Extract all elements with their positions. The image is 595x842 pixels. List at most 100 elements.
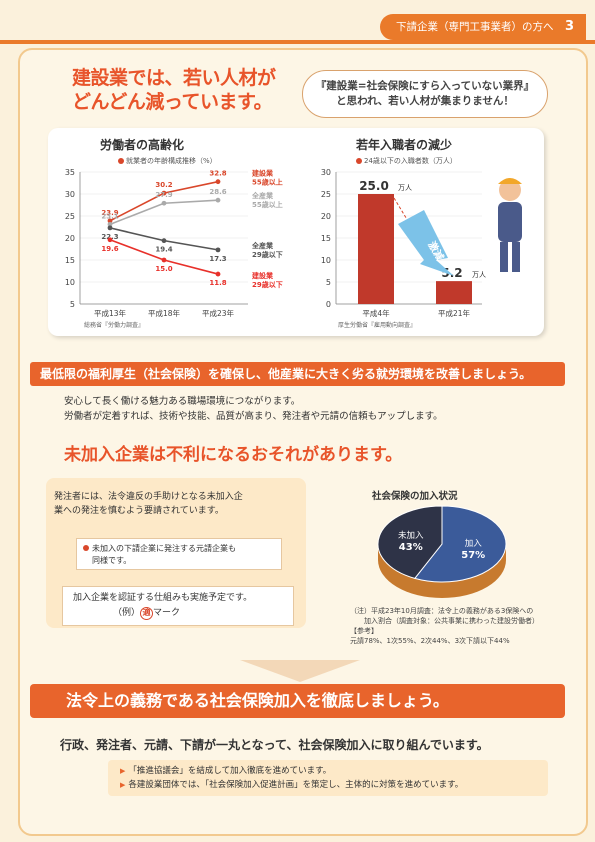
worker-head-icon [499, 179, 521, 201]
data-label: 15.0 [155, 265, 172, 273]
list-item: ▶ 「推進協議会」を結成して加入徹底を進めています。 [120, 766, 332, 776]
x-tick-label: 平成13年 [94, 308, 127, 318]
y-tick-label: 15 [321, 234, 331, 243]
section2-heading: 未加入企業は不利になるおそれがあります。 [64, 445, 403, 465]
y-tick-label: 25 [321, 190, 331, 199]
y-tick-label: 30 [65, 190, 75, 199]
banner-enforce: 法令上の義務である社会保険加入を徹底しましょう。 [30, 684, 565, 718]
pie-slice-label: 加入 [465, 538, 483, 549]
notice-line2: 業への発注を慎むよう要請されています。 [54, 506, 224, 516]
bar [436, 281, 472, 304]
bar-unit-label: 万人 [472, 271, 486, 279]
data-point [215, 247, 221, 253]
certification-box: 加入企業を認証する仕組みも実施予定です。 （例）適マーク [62, 586, 294, 626]
pie-note-line4: 元請78%、1次55%、2次44%、3次下請以下44% [350, 637, 510, 645]
data-label: 17.3 [209, 255, 226, 263]
data-label: 27.9 [155, 191, 172, 199]
data-label: 23.9 [101, 209, 118, 217]
data-label: 22.3 [101, 233, 118, 241]
data-point [161, 257, 167, 263]
speech-bubble: 『建設業=社会保険にすら入っていない業界』 と思われ、若い人材が集まりません！ [302, 70, 548, 118]
series-end-label: 建設業 [252, 271, 274, 280]
x-tick-label: 平成23年 [202, 308, 235, 318]
series-end-label: 55歳以上 [252, 178, 283, 187]
series-end-label: 全産業 [251, 241, 274, 250]
pie-chart-title: 社会保険の加入状況 [372, 491, 458, 502]
bullet-icon [83, 545, 89, 551]
data-point [107, 218, 113, 224]
data-point [107, 221, 113, 227]
series-end-label: 建設業 [252, 169, 274, 178]
source-label: 総務省『労働力調査』 [84, 321, 144, 329]
x-tick-label: 平成18年 [148, 308, 181, 318]
data-label: 19.6 [101, 245, 118, 253]
data-point [107, 237, 113, 243]
pie-slice-value: 57% [461, 550, 485, 561]
worker-leg-icon [500, 242, 508, 272]
note-line1: 未加入の下請企業に発注する元請企業も [92, 544, 236, 553]
section1-heading-line2: どんどん減っています。 [72, 91, 273, 113]
data-point [161, 200, 167, 206]
pie-slice [413, 505, 507, 583]
data-point [161, 238, 167, 244]
para1-line2: 労働者が定着すれば、技術や技能、品質が高まり、発注者や元請の信頼もアップします。 [64, 411, 443, 422]
y-tick-label: 15 [65, 256, 75, 265]
bar-chart-title: 若年入職者の減少 [356, 138, 453, 152]
notice-line1: 発注者には、法令違反の手助けとなる未加入企 [54, 492, 243, 502]
y-tick-label: 10 [321, 256, 331, 265]
subtitle-dot-icon [356, 158, 362, 164]
y-tick-label: 30 [321, 168, 331, 177]
series-end-label: 29歳以下 [252, 280, 283, 289]
header-rule [0, 40, 595, 44]
data-point [107, 225, 113, 231]
data-label: 32.8 [209, 170, 226, 178]
pie-note-line2: 加入割合（調査対象：公共事業に携わった建設労働者） [364, 617, 539, 625]
bubble-line2: と思われ、若い人材が集まりません！ [336, 95, 514, 107]
y-tick-label: 35 [65, 168, 75, 177]
series-end-label: 全産業 [251, 191, 274, 200]
x-tick-label: 平成21年 [438, 308, 471, 318]
triangle-bullet-icon: ▶ [120, 781, 126, 789]
series-end-label: 55歳以上 [252, 200, 283, 209]
cert-example: （例） [113, 608, 141, 618]
y-tick-label: 20 [65, 234, 75, 243]
cert-mark-label: マーク [153, 608, 181, 618]
bar-chart-subtitle: 24歳以下の入職者数（万人） [356, 156, 457, 166]
section1-heading-line1: 建設業では、若い人材が [72, 67, 276, 89]
header-tab-label: 下請企業（専門工事業者）の方へ [396, 21, 554, 33]
data-label: 23.1 [101, 212, 118, 220]
worker-helmet-icon [498, 178, 522, 184]
y-tick-label: 5 [70, 300, 75, 309]
note-line2: 同様です。 [92, 556, 132, 565]
measures-list: ▶ 「推進協議会」を結成して加入徹底を進めています。 ▶ 各建設業団体では、「社会保… [108, 760, 548, 796]
down-arrow-icon [240, 660, 360, 682]
data-point [215, 271, 221, 277]
data-point [215, 179, 221, 185]
subtitle-dot-icon [118, 158, 124, 164]
line-chart-title: 労働者の高齢化 [100, 138, 185, 152]
pie-slice [377, 505, 443, 579]
line-chart-subtitle: 就業者の年齢構成推移（%） [118, 156, 217, 166]
data-label: 30.2 [155, 181, 172, 189]
bubble-line1: 『建設業=社会保険にすら入っていない業界』 [315, 80, 535, 92]
para1-line1: 安心して長く働ける魅力ある職場環境につながります。 [64, 396, 301, 407]
paragraph-cooperation: 行政、発注者、元請、下請が一丸となって、社会保険加入に取り組んでいます。 [60, 738, 489, 752]
bar-value-label: 25.0 [359, 179, 389, 193]
section1-heading: 建設業では、若い人材が どんどん減っています。 [72, 66, 302, 114]
pie-note: （注）平成23年10月調査：法令上の義務がある3保険への 加入割合（調査対象：公… [350, 606, 560, 646]
page-number: 3 [564, 19, 574, 34]
paragraph-benefits: 安心して長く働ける魅力ある職場環境につながります。 労働者が定着すれば、技術や技… [64, 394, 534, 424]
y-tick-label: 25 [65, 212, 75, 221]
notice-text: 発注者には、法令違反の手助けとなる未加入企 業への発注を慎むよう要請されています… [54, 490, 299, 518]
cert-mark-icon: 適 [140, 607, 154, 620]
data-label: 19.4 [155, 246, 172, 254]
pie-slice-value: 43% [399, 542, 423, 553]
data-point [161, 190, 167, 196]
pie-note-line3: 【参考】 [350, 627, 378, 635]
bar [358, 194, 394, 304]
worker-leg-icon [512, 242, 520, 272]
bar-unit-label: 万人 [398, 184, 412, 192]
series-end-label: 29歳以下 [252, 250, 283, 259]
